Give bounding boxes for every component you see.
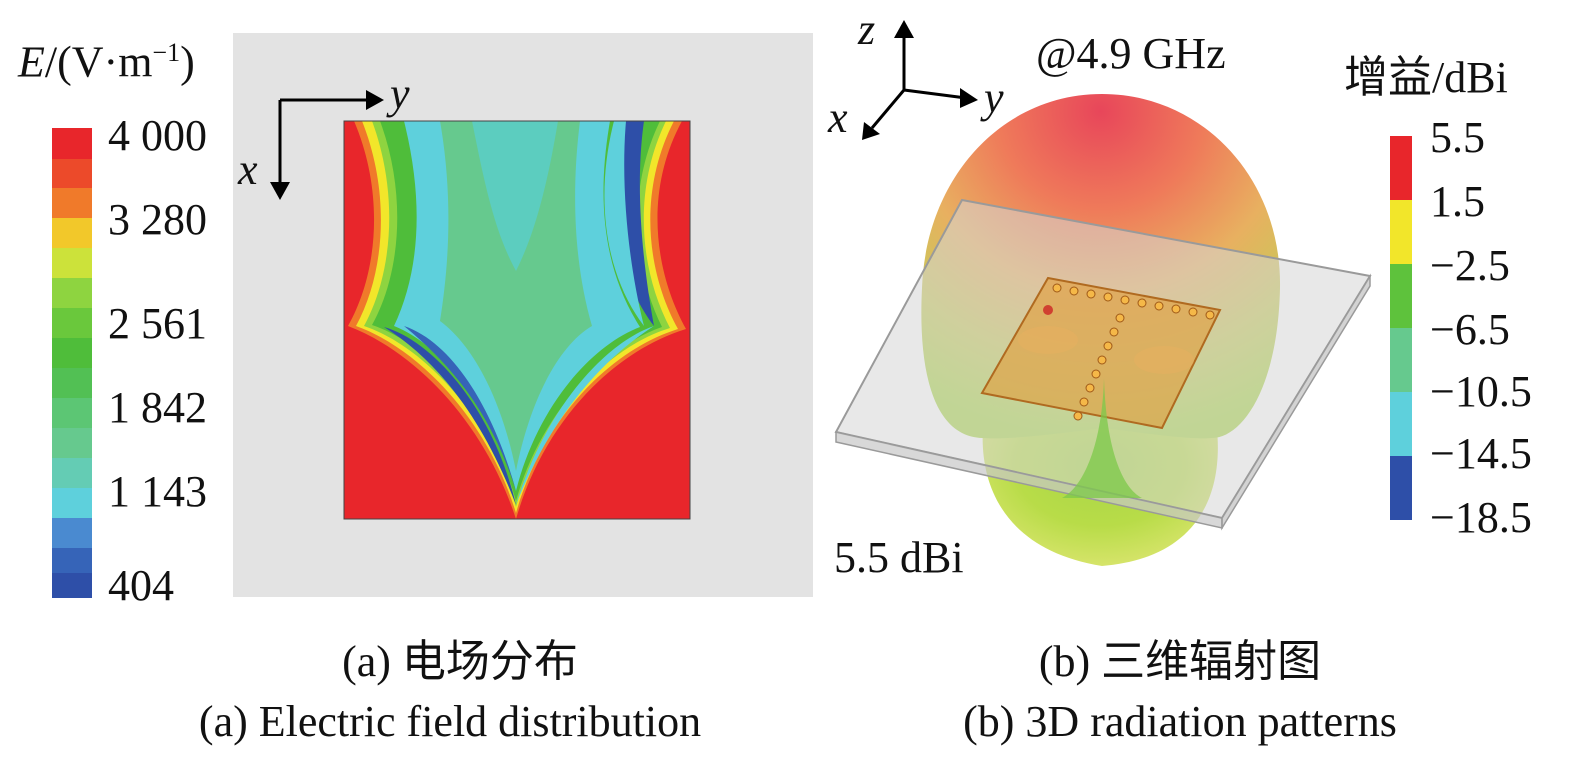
- colorbar-a-title-unit: /(V·m: [44, 37, 153, 87]
- axis-b-z-label: z: [858, 5, 876, 54]
- axis-b-y-label: y: [984, 73, 1004, 122]
- electric-field-map: [343, 120, 691, 520]
- colorbar-a-tick-3: 1 842: [108, 383, 207, 432]
- colorbar-a-tick-1: 3 280: [108, 195, 207, 244]
- caption-a-cn: (a) 电场分布: [342, 637, 578, 686]
- axis-b-x-label: x: [828, 93, 848, 142]
- axes-b-arrows: [862, 20, 978, 140]
- colorbar-a-title: E/(V·m−1): [18, 40, 195, 85]
- axes-a-arrows: [270, 90, 384, 200]
- caption-b-cn: (b) 三维辐射图: [1038, 637, 1322, 686]
- colorbar-b-tick-5: −14.5: [1430, 429, 1532, 478]
- colorbar-a-tick-0: 4 000: [108, 111, 207, 160]
- colorbar-b-tick-4: −10.5: [1430, 367, 1532, 416]
- colorbar-b-tick-2: −2.5: [1430, 241, 1510, 290]
- axis-a-x-label: x: [238, 145, 258, 194]
- caption-a-en: (a) Electric field distribution: [198, 697, 702, 746]
- colorbar-b-tick-0: 5.5: [1430, 113, 1485, 162]
- colorbar-b-tick-6: −18.5: [1430, 493, 1532, 542]
- colorbar-a-title-exp: −1: [152, 38, 181, 67]
- colorbar-a-tick-4: 1 143: [108, 467, 207, 516]
- colorbar-a-tick-2: 2 561: [108, 299, 207, 348]
- colorbar-b: [1390, 136, 1412, 520]
- colorbar-b-tick-1: 1.5: [1430, 177, 1485, 226]
- colorbar-a-title-close: ): [180, 37, 195, 87]
- caption-b-en: (b) 3D radiation patterns: [963, 697, 1397, 746]
- radiation-pattern-3d: [834, 94, 1372, 566]
- axis-a-y-label: y: [390, 69, 410, 118]
- colorbar-a-tick-5: 404: [108, 561, 174, 610]
- peak-gain-label: 5.5 dBi: [834, 533, 964, 582]
- colorbar-a: [52, 128, 92, 598]
- colorbar-b-tick-3: −6.5: [1430, 305, 1510, 354]
- colorbar-a-title-var: E: [18, 37, 45, 87]
- frequency-label: @4.9 GHz: [1036, 29, 1226, 78]
- colorbar-b-title: 增益/dBi: [1344, 53, 1508, 102]
